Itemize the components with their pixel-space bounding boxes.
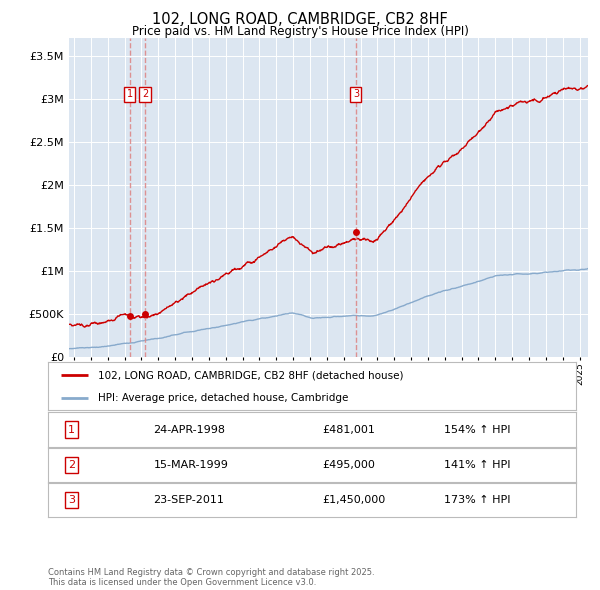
Text: 1: 1 bbox=[127, 89, 133, 99]
Text: 102, LONG ROAD, CAMBRIDGE, CB2 8HF: 102, LONG ROAD, CAMBRIDGE, CB2 8HF bbox=[152, 12, 448, 27]
Text: 3: 3 bbox=[68, 496, 75, 505]
Text: Price paid vs. HM Land Registry's House Price Index (HPI): Price paid vs. HM Land Registry's House … bbox=[131, 25, 469, 38]
Text: 102, LONG ROAD, CAMBRIDGE, CB2 8HF (detached house): 102, LONG ROAD, CAMBRIDGE, CB2 8HF (deta… bbox=[98, 370, 404, 380]
Text: £481,001: £481,001 bbox=[323, 425, 376, 434]
Text: 2: 2 bbox=[142, 89, 148, 99]
Text: £1,450,000: £1,450,000 bbox=[323, 496, 386, 505]
Text: 24-APR-1998: 24-APR-1998 bbox=[154, 425, 226, 434]
Text: 173% ↑ HPI: 173% ↑ HPI bbox=[444, 496, 511, 505]
Text: 1: 1 bbox=[68, 425, 75, 434]
Text: HPI: Average price, detached house, Cambridge: HPI: Average price, detached house, Camb… bbox=[98, 393, 349, 403]
Text: Contains HM Land Registry data © Crown copyright and database right 2025.
This d: Contains HM Land Registry data © Crown c… bbox=[48, 568, 374, 587]
Text: 23-SEP-2011: 23-SEP-2011 bbox=[154, 496, 224, 505]
Text: 3: 3 bbox=[353, 89, 359, 99]
Text: 141% ↑ HPI: 141% ↑ HPI bbox=[444, 460, 511, 470]
Text: 154% ↑ HPI: 154% ↑ HPI bbox=[444, 425, 511, 434]
Text: 2: 2 bbox=[68, 460, 76, 470]
Text: 15-MAR-1999: 15-MAR-1999 bbox=[154, 460, 229, 470]
Text: £495,000: £495,000 bbox=[323, 460, 376, 470]
